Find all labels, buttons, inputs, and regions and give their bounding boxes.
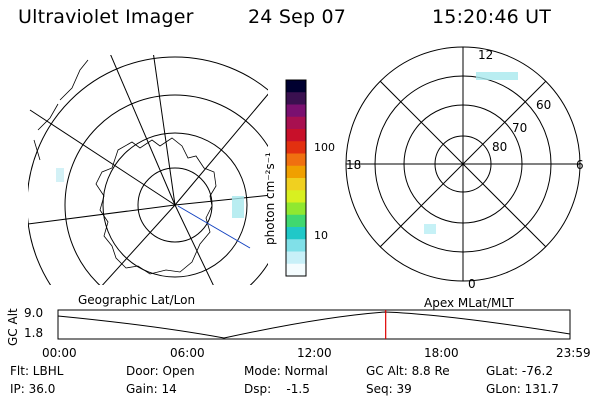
altitude-ytick-top: 9.0 [24, 306, 44, 320]
map-label-left: Geographic Lat/Lon [78, 293, 195, 307]
colorbar-tick-10: 10 [314, 229, 328, 242]
mlt-label-left: 18 [346, 158, 362, 172]
mlt-label-top: 12 [478, 48, 494, 62]
info-door: Door: Open [126, 364, 195, 378]
mlt-label-right: 6 [576, 158, 584, 172]
altitude-ytick-bottom: 1.8 [24, 326, 44, 340]
xtick-2359: 23:59 [556, 346, 591, 360]
info-mode: Mode: Normal [244, 364, 328, 378]
colorbar-segment [286, 178, 306, 191]
colorbar-segment [286, 104, 306, 118]
color-scale-bar [285, 79, 307, 277]
lat-circle [102, 132, 248, 278]
xtick-1800: 18:00 [424, 346, 459, 360]
info-gc-alt: GC Alt: 8.8 Re [366, 364, 450, 378]
colorbar-segment [286, 80, 306, 93]
colorbar-segment [286, 214, 306, 228]
geographic-map: Geographic Lat/Lon [28, 55, 268, 307]
map-label-right: Apex MLat/MLT [424, 296, 514, 310]
image-time: 15:20:46 UT [432, 6, 552, 28]
xtick-1200: 12:00 [297, 346, 332, 360]
mlt-label-bottom: 0 [468, 277, 476, 291]
magnetic-map [345, 46, 581, 282]
lat-label-70: 70 [512, 121, 528, 135]
instrument-title: Ultraviolet Imager [18, 6, 194, 28]
info-ip: IP: 36.0 [10, 382, 56, 396]
colorbar-segment [286, 92, 306, 105]
colorbar-segment [286, 251, 306, 265]
colorbar-segment [286, 153, 306, 167]
colorbar-segment [286, 190, 306, 203]
xtick-0600: 06:00 [170, 346, 205, 360]
colorbar-segment [286, 239, 306, 252]
altitude-plot [57, 309, 571, 340]
colorbar-segment [286, 141, 306, 154]
colorbar-segment [286, 116, 306, 130]
lat-label-60: 60 [536, 98, 552, 112]
info-dsp: Dsp: -1.5 [244, 382, 310, 396]
info-glon: GLon: 131.7 [486, 382, 559, 396]
lat-label-80: 80 [492, 140, 508, 154]
colorbar-segment [286, 165, 306, 179]
image-date: 24 Sep 07 [248, 6, 347, 28]
info-seq: Seq: 39 [366, 382, 412, 396]
colorbar-tick-100: 100 [314, 141, 335, 154]
colorbar-segment [286, 129, 306, 142]
colorbar-segment [286, 227, 306, 240]
lat-circle [28, 56, 268, 285]
xtick-0000: 00:00 [42, 346, 77, 360]
colorbar-segment [286, 263, 306, 277]
info-filter: Flt: LBHL [10, 364, 64, 378]
lat-circle [64, 94, 268, 285]
colorbar-segment [286, 202, 306, 216]
info-glat: GLat: -76.2 [486, 364, 553, 378]
info-gain: Gain: 14 [126, 382, 177, 396]
